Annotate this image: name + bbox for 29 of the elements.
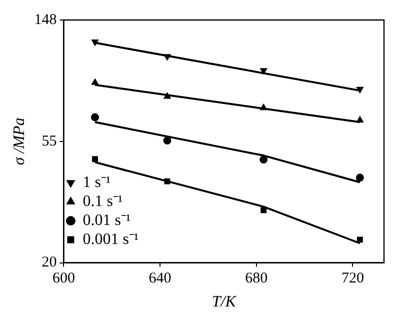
legend-label: 0.01 s⁻¹ — [82, 212, 139, 230]
point — [260, 68, 268, 74]
x-tick-label: 640 — [148, 270, 172, 287]
point — [91, 40, 99, 46]
legend-label: 0.1 s⁻¹ — [82, 193, 131, 210]
point — [356, 86, 364, 94]
point — [91, 113, 100, 122]
point — [260, 156, 268, 164]
x-axis-title: T/K — [212, 294, 238, 311]
point — [356, 236, 363, 243]
point — [164, 178, 170, 184]
point — [356, 174, 364, 182]
y-tick-label: 55 — [42, 133, 57, 150]
point — [260, 104, 268, 110]
x-tick-label: 600 — [52, 270, 75, 287]
x-tick-label: 680 — [245, 270, 268, 287]
legend-label: 1 s⁻¹ — [82, 174, 119, 192]
point — [91, 78, 99, 85]
y-tick-label: 148 — [34, 12, 57, 28]
point — [356, 116, 364, 122]
point — [164, 92, 171, 99]
point — [163, 136, 172, 145]
point — [164, 54, 171, 60]
legend-label: 0.001 s⁻¹ — [82, 231, 147, 248]
point — [92, 156, 98, 162]
point — [260, 207, 267, 214]
y-tick-label: 20 — [42, 254, 57, 271]
y-axis-title: σ /MPa — [10, 118, 28, 166]
x-tick-label: 720 — [341, 270, 364, 287]
